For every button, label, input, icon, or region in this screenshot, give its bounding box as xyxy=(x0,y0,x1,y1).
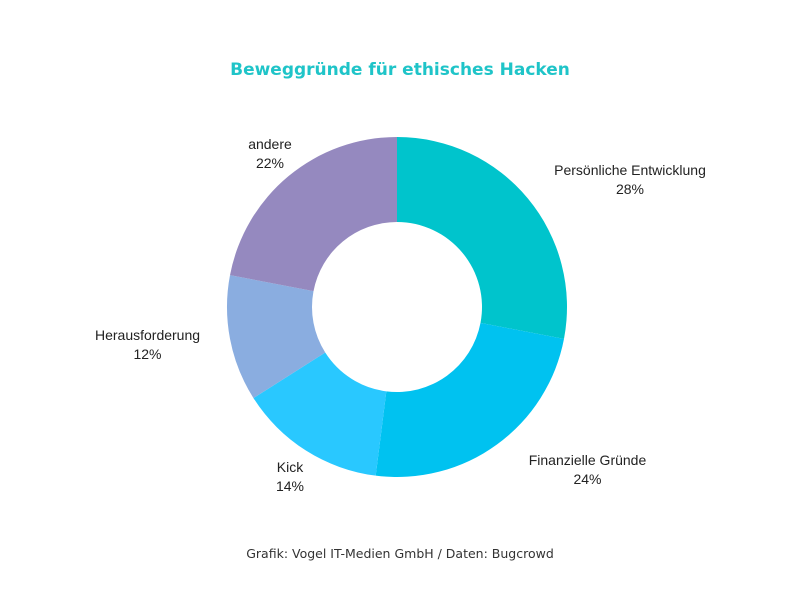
label-pct: 24% xyxy=(573,471,602,487)
label-pct: 22% xyxy=(255,155,285,171)
label-pct: 12% xyxy=(133,346,162,362)
donut-slices xyxy=(227,137,567,477)
donut-slice-finanzielle-gr-nde xyxy=(375,322,564,477)
donut-slice-andere xyxy=(230,137,397,292)
label-pct: 14% xyxy=(275,478,305,494)
chart-title: Beweggründe für ethisches Hacken xyxy=(230,60,570,80)
label-name: andere xyxy=(248,136,292,152)
label-name: Finanzielle Gründe xyxy=(528,452,647,468)
source-credit: Grafik: Vogel IT-Medien GmbH / Daten: Bu… xyxy=(246,546,554,561)
donut-slice-kick xyxy=(253,352,387,476)
label-name: Persönliche Entwicklung xyxy=(554,162,706,178)
donut-slice-herausforderung xyxy=(227,275,326,399)
label-herausforderung: Herausforderung 12% xyxy=(85,326,210,364)
donut-slice-pers-nliche-entwicklung xyxy=(397,137,567,339)
label-name: Kick xyxy=(276,459,304,475)
label-persoenliche-entwicklung: Persönliche Entwicklung 28% xyxy=(530,161,730,199)
label-pct: 28% xyxy=(615,181,645,197)
label-andere: andere 22% xyxy=(235,135,305,173)
label-kick: Kick 14% xyxy=(260,458,320,496)
label-finanzielle-gruende: Finanzielle Gründe 24% xyxy=(500,451,675,489)
label-name: Herausforderung xyxy=(94,327,201,343)
